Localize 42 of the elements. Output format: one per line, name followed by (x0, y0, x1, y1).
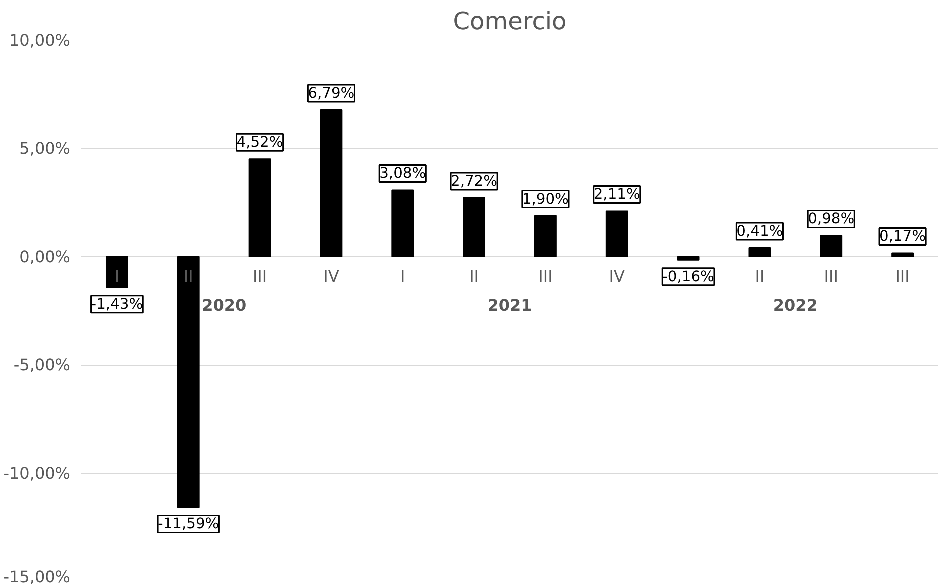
bar (892, 252, 914, 258)
data-label: 2,72% (451, 173, 498, 190)
x-tick-label: IV (609, 266, 626, 286)
annotation: 2022 (773, 296, 818, 315)
bar (606, 210, 628, 258)
x-tick-label: I (114, 266, 120, 286)
x-tick-label: III (252, 266, 268, 286)
bar (748, 248, 772, 258)
data-label: 0,98% (808, 210, 855, 228)
x-tick-label: III (824, 266, 838, 286)
data-label: 3,08% (380, 165, 426, 182)
x-tick-label: III (896, 266, 910, 286)
x-tick-label: II (184, 266, 194, 286)
bar (248, 158, 272, 258)
y-tick-label: 10,00% (9, 31, 71, 50)
bar (392, 190, 414, 258)
x-tick-label: II (755, 266, 765, 286)
data-label: 6,79% (308, 84, 355, 102)
x-tick-label: IV (324, 266, 340, 286)
data-label: 1,90% (522, 190, 570, 208)
chart-title: Comercio (453, 8, 567, 36)
y-tick-label: -10,00% (4, 464, 70, 483)
bar (463, 198, 486, 258)
y-tick-label: -5,00% (14, 356, 71, 375)
x-tick-label: II (470, 266, 480, 286)
y-tick-label: -15,00% (4, 568, 70, 586)
annotation: 2021 (488, 296, 532, 315)
y-tick-label: 0,00% (20, 247, 70, 266)
bar (106, 256, 128, 288)
bar (320, 109, 343, 258)
annotation: 2020 (202, 296, 247, 315)
bar (534, 215, 557, 258)
data-label: -1,43% (91, 296, 144, 313)
bar (677, 256, 700, 261)
data-label: 0,41% (736, 223, 784, 240)
x-tick-label: I (400, 266, 406, 286)
y-tick-label: 5,00% (20, 139, 70, 158)
data-label: 0,17% (880, 228, 926, 246)
bar (177, 256, 200, 508)
data-label: 4,52% (236, 134, 284, 152)
x-tick-label: III (538, 266, 553, 286)
bar (820, 235, 843, 258)
